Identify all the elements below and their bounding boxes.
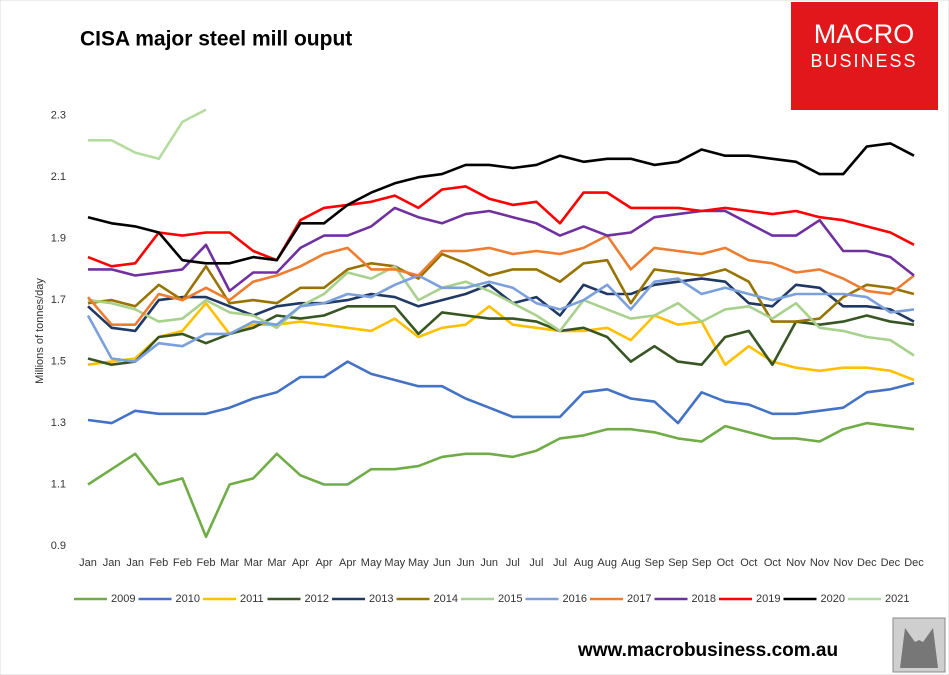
series-line bbox=[88, 108, 207, 161]
legend-label: 2016 bbox=[563, 593, 587, 605]
website: www.macrobusiness.com.au bbox=[577, 640, 838, 661]
x-tick-label: May bbox=[384, 557, 405, 569]
x-tick-label: Jul bbox=[506, 557, 520, 569]
x-tick-label: Dec bbox=[904, 557, 924, 569]
x-tick-label: Oct bbox=[740, 557, 757, 569]
x-tick-label: Jun bbox=[433, 557, 451, 569]
y-tick-label: 2.1 bbox=[51, 171, 66, 183]
x-tick-label: Dec bbox=[881, 557, 901, 569]
series-line bbox=[86, 274, 915, 363]
wolf-icon-shape bbox=[900, 628, 938, 668]
x-tick-label: Jul bbox=[553, 557, 567, 569]
x-tick-label: Nov bbox=[786, 557, 806, 569]
x-tick-label: Aug bbox=[621, 557, 641, 569]
x-tick-label: Mar bbox=[267, 557, 286, 569]
logo-text: MACRO bbox=[814, 19, 915, 49]
x-tick-label: May bbox=[361, 557, 382, 569]
x-tick-label: Jan bbox=[126, 557, 144, 569]
x-tick-label: Jan bbox=[103, 557, 121, 569]
x-tick-label: Nov bbox=[833, 557, 853, 569]
x-tick-label: Mar bbox=[220, 557, 239, 569]
x-tick-label: Dec bbox=[857, 557, 877, 569]
x-tick-label: Jul bbox=[529, 557, 543, 569]
series-line bbox=[87, 265, 915, 357]
series-line bbox=[87, 305, 915, 366]
legend-label: 2018 bbox=[692, 593, 716, 605]
series-line bbox=[87, 142, 915, 265]
y-tick-label: 1.5 bbox=[51, 356, 66, 368]
legend-label: 2019 bbox=[756, 593, 780, 605]
legend-label: 2011 bbox=[240, 593, 264, 605]
legend-label: 2021 bbox=[885, 593, 909, 605]
legend-label: 2017 bbox=[627, 593, 651, 605]
series-line bbox=[87, 360, 915, 425]
chart-title: CISA major steel mill ouput bbox=[80, 28, 352, 51]
y-tick-label: 1.1 bbox=[51, 478, 66, 490]
logo-box bbox=[791, 2, 938, 110]
y-tick-label: 2.3 bbox=[51, 110, 66, 122]
legend-label: 2014 bbox=[434, 593, 458, 605]
series-line bbox=[87, 301, 915, 382]
x-tick-label: Oct bbox=[717, 557, 734, 569]
series-line bbox=[87, 185, 915, 268]
legend-label: 2009 bbox=[111, 593, 135, 605]
y-tick-label: 1.7 bbox=[51, 294, 66, 306]
legend-label: 2020 bbox=[821, 593, 845, 605]
y-tick-label: 1.3 bbox=[51, 417, 66, 429]
x-tick-label: Aug bbox=[574, 557, 594, 569]
x-tick-label: Sep bbox=[668, 557, 688, 569]
x-tick-label: Jan bbox=[79, 557, 97, 569]
series-line bbox=[87, 277, 915, 333]
x-tick-label: Sep bbox=[645, 557, 665, 569]
x-tick-label: Aug bbox=[597, 557, 617, 569]
y-tick-label: 1.9 bbox=[51, 233, 66, 245]
x-tick-label: Apr bbox=[292, 557, 309, 569]
x-tick-label: Jun bbox=[457, 557, 475, 569]
x-tick-label: Oct bbox=[764, 557, 781, 569]
x-tick-label: Apr bbox=[339, 557, 356, 569]
legend-label: 2010 bbox=[176, 593, 200, 605]
series-line bbox=[88, 206, 915, 293]
x-tick-label: Mar bbox=[244, 557, 263, 569]
x-tick-label: Feb bbox=[149, 557, 168, 569]
x-tick-label: May bbox=[408, 557, 429, 569]
legend-label: 2015 bbox=[498, 593, 522, 605]
y-tick-label: 0.9 bbox=[51, 540, 66, 552]
x-tick-label: Sep bbox=[692, 557, 712, 569]
x-tick-label: Feb bbox=[197, 557, 216, 569]
x-tick-label: Feb bbox=[173, 557, 192, 569]
series-line bbox=[87, 421, 915, 539]
x-tick-label: Nov bbox=[810, 557, 830, 569]
legend-label: 2013 bbox=[369, 593, 393, 605]
logo-text: BUSINESS bbox=[810, 51, 917, 71]
legend-label: 2012 bbox=[305, 593, 329, 605]
series-line bbox=[87, 234, 915, 326]
x-tick-label: Jun bbox=[480, 557, 498, 569]
y-axis-label: Millions of tonnes/day bbox=[34, 278, 46, 384]
x-tick-label: Apr bbox=[315, 557, 332, 569]
